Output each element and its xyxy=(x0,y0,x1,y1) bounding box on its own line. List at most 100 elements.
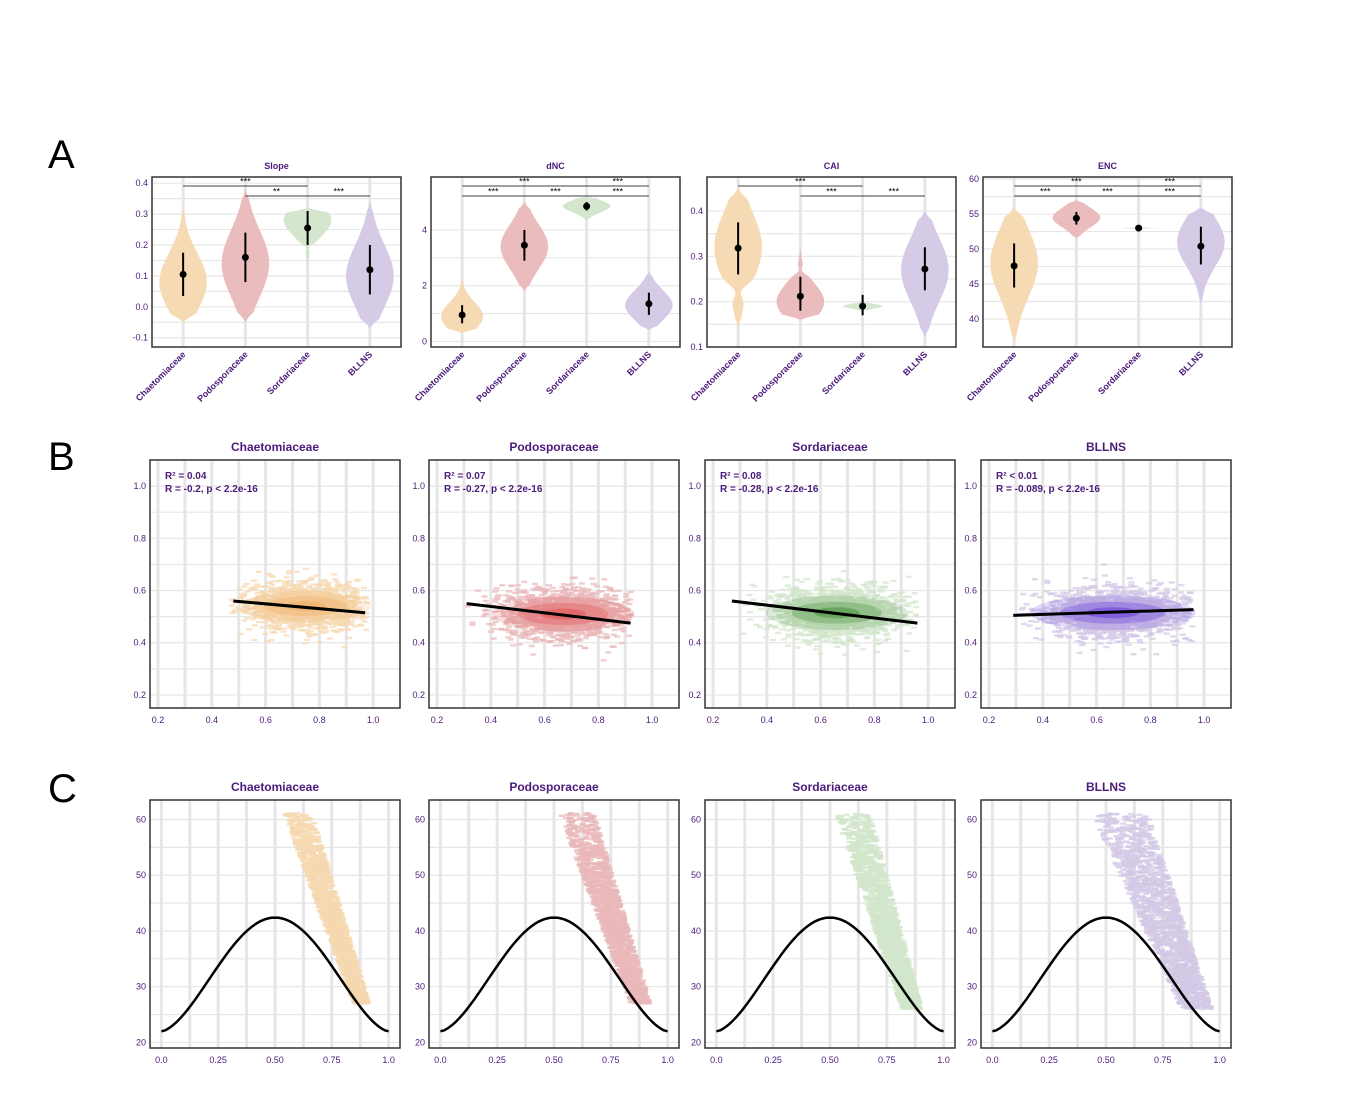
y-tick-label: 0.4 xyxy=(688,638,701,648)
mean-point-bllns xyxy=(1197,242,1205,250)
data-point xyxy=(251,638,258,642)
data-point xyxy=(284,598,291,601)
data-point xyxy=(821,639,828,642)
data-point xyxy=(279,596,286,599)
data-point xyxy=(570,586,577,589)
data-point xyxy=(312,599,319,602)
x-tick-label: 0.8 xyxy=(592,715,605,725)
data-point xyxy=(1097,642,1104,645)
y-tick-label: 0.1 xyxy=(690,342,703,352)
data-point xyxy=(868,590,875,594)
data-point xyxy=(286,584,293,588)
data-point xyxy=(317,602,324,605)
data-point xyxy=(505,636,512,639)
data-point xyxy=(878,626,885,630)
mean-point-sordariaceae xyxy=(304,224,312,232)
significance-label-0: *** xyxy=(1071,177,1082,187)
data-point xyxy=(856,588,863,591)
data-point xyxy=(570,588,577,591)
data-point xyxy=(884,632,891,635)
data-point xyxy=(769,590,776,593)
correlation-label: R = -0.27, p < 2.2e-16 xyxy=(444,484,543,495)
data-point xyxy=(910,626,917,629)
data-point xyxy=(785,633,792,636)
data-point xyxy=(288,626,295,629)
data-point xyxy=(338,616,345,619)
data-point xyxy=(363,628,370,632)
data-point xyxy=(333,589,340,593)
data-point xyxy=(615,589,622,593)
data-point xyxy=(245,628,252,631)
data-point xyxy=(834,645,841,649)
data-point xyxy=(793,578,800,582)
data-point xyxy=(356,601,363,604)
data-point xyxy=(790,627,797,631)
data-point xyxy=(324,589,331,592)
data-point xyxy=(490,637,497,640)
data-point xyxy=(827,636,834,639)
y-tick-label: 40 xyxy=(969,314,979,324)
data-point xyxy=(624,599,631,602)
data-point xyxy=(545,584,552,587)
data-point xyxy=(516,643,523,646)
data-point xyxy=(913,605,920,609)
data-point xyxy=(272,611,279,615)
data-point xyxy=(550,590,557,593)
data-point xyxy=(237,595,244,599)
category-label-bllns: BLLNS xyxy=(346,349,374,377)
data-point xyxy=(326,595,333,599)
data-point xyxy=(338,629,345,632)
data-point xyxy=(296,595,303,598)
data-point xyxy=(321,579,328,583)
data-point xyxy=(830,593,837,596)
data-point xyxy=(603,633,610,636)
x-tick-label: 1.0 xyxy=(367,715,380,725)
data-point xyxy=(524,634,531,637)
data-point xyxy=(772,624,779,628)
x-tick-label: 0.4 xyxy=(206,715,219,725)
data-point xyxy=(1128,581,1135,584)
data-point xyxy=(325,581,332,585)
data-point xyxy=(740,632,747,635)
data-point xyxy=(853,644,860,647)
data-point xyxy=(338,623,345,627)
data-point xyxy=(827,585,834,589)
data-point xyxy=(304,596,311,599)
data-point xyxy=(528,644,535,648)
significance-label-2: *** xyxy=(888,187,899,197)
data-point xyxy=(581,646,588,650)
category-label-bllns: BLLNS xyxy=(1177,349,1205,377)
data-point xyxy=(611,628,618,632)
data-point xyxy=(241,592,248,595)
data-point xyxy=(302,616,309,619)
y-tick-label: 0.2 xyxy=(412,690,425,700)
data-point xyxy=(539,638,546,642)
data-point xyxy=(867,632,874,636)
data-point xyxy=(903,649,910,653)
data-point xyxy=(272,592,279,595)
data-point xyxy=(323,603,330,606)
data-point xyxy=(275,617,282,620)
data-point xyxy=(326,586,333,589)
data-point xyxy=(229,611,236,615)
data-point xyxy=(244,590,251,593)
data-point xyxy=(280,615,287,618)
data-point xyxy=(250,598,257,601)
data-point xyxy=(351,603,358,606)
data-point xyxy=(803,640,810,643)
data-point xyxy=(561,583,568,586)
data-point xyxy=(341,590,348,593)
data-point xyxy=(866,594,873,597)
significance-label-2: *** xyxy=(488,187,499,197)
data-point xyxy=(823,630,830,633)
data-point xyxy=(353,613,360,616)
data-point xyxy=(231,610,238,613)
data-point xyxy=(312,589,319,592)
y-tick-label: 0.1 xyxy=(135,271,148,281)
data-point xyxy=(865,587,872,590)
data-point xyxy=(844,579,851,582)
data-point xyxy=(627,590,634,594)
data-point xyxy=(307,626,314,629)
data-point xyxy=(905,595,912,598)
data-point xyxy=(746,593,753,597)
